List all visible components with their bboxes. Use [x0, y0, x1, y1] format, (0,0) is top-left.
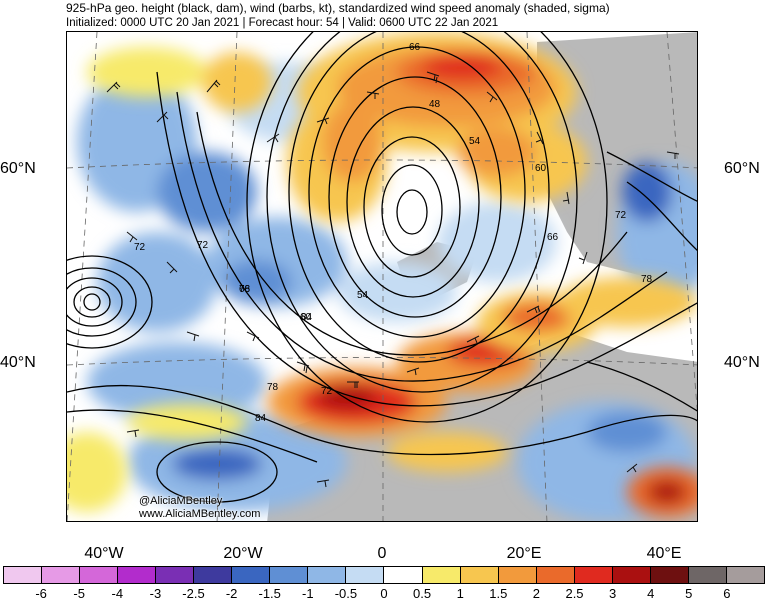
colorbar-tick-label: 2.5 [565, 586, 584, 601]
contour-label: 72 [615, 210, 627, 221]
colorbar-swatch [270, 567, 309, 583]
colorbar-swatch [498, 567, 537, 583]
colorbar-tick-label: 4 [647, 586, 655, 601]
colorbar-swatch [574, 567, 613, 583]
contour-label: 60 [535, 163, 547, 174]
colorbar-swatch [650, 567, 689, 583]
contour-label: 60 [300, 312, 312, 323]
contour-label: 78 [267, 382, 279, 393]
contour-label: 66 [409, 42, 421, 53]
wind-barbs [106, 71, 680, 488]
colorbar-tick-label: -5 [73, 586, 85, 601]
colorbar-swatch [308, 567, 347, 583]
contour-label: 48 [429, 99, 441, 110]
colorbar-swatch [194, 567, 233, 583]
contour-label: 66 [547, 232, 559, 243]
colorbar-tick-label: 6 [723, 586, 731, 601]
colorbar-swatch [80, 567, 119, 583]
colorbar-swatch [460, 567, 499, 583]
contour-label: 78 [239, 284, 251, 295]
colorbar-tick-label: 3 [608, 586, 617, 601]
credit-handle: @AliciaMBentley [139, 495, 223, 507]
lat-label-60n-left: 60°N [0, 160, 36, 177]
colorbar-tick-label: 1.5 [489, 586, 508, 601]
height-contours [67, 32, 697, 503]
contour-label: 84 [255, 413, 267, 424]
contour-label: 72 [134, 242, 146, 253]
contour-label: 84 [301, 312, 313, 323]
colorbar-tick-label: 1 [456, 586, 464, 601]
colorbar-swatch [384, 567, 423, 583]
lat-label-60n-right: 60°N [724, 160, 760, 177]
contour-label: 66 [239, 284, 251, 295]
colorbar-tick-label: -1.5 [258, 586, 281, 601]
contour-labels: 66 48 54 60 66 72 78 84 72 66 60 54 78 7… [134, 42, 653, 424]
contour-label: 72 [197, 240, 209, 251]
credit-url: www.AliciaMBentley.com [139, 508, 261, 520]
lon-label-0: 0 [377, 545, 387, 562]
anomaly-colorbar [3, 566, 765, 584]
colorbar-tick-label: -0.5 [334, 586, 358, 601]
lon-label-40w: 40°W [84, 545, 124, 562]
colorbar-tick-label: -2 [225, 586, 238, 601]
colorbar-tick-label: -1 [302, 586, 314, 601]
colorbar-swatch [156, 567, 195, 583]
colorbar-swatch [422, 567, 461, 583]
colorbar-tick-label: -6 [35, 586, 47, 601]
colorbar-swatch [612, 567, 651, 583]
lat-label-40n-left: 40°N [0, 354, 36, 371]
colorbar-tick-label: -4 [111, 586, 124, 601]
contour-label: 78 [641, 274, 653, 285]
colorbar-swatch [346, 567, 385, 583]
map-subtitle: Initialized: 0000 UTC 20 Jan 2021 | Fore… [66, 17, 499, 29]
lon-label-40e: 40°E [646, 545, 682, 562]
colorbar-swatch [232, 567, 271, 583]
contour-label: 54 [357, 290, 369, 301]
colorbar-tick-label: 2 [532, 586, 541, 601]
colorbar-swatch [688, 567, 727, 583]
lon-label-20w: 20°W [223, 545, 263, 562]
colorbar-swatch [726, 567, 764, 583]
positive-anomaly-shading [67, 32, 697, 517]
colorbar-tick-label: 5 [685, 586, 693, 601]
colorbar-swatch [42, 567, 81, 583]
contour-label: 72 [321, 386, 333, 397]
colorbar-swatch [4, 567, 43, 583]
colorbar-tick-label: 0.5 [413, 586, 432, 601]
map-canvas: 66 48 54 60 66 72 78 84 72 66 60 54 78 7… [67, 32, 697, 521]
graticule [67, 32, 697, 521]
colorbar-swatch [118, 567, 157, 583]
colorbar-tick-label: -3 [149, 586, 162, 601]
lon-label-20e: 20°E [506, 545, 542, 562]
map-title: 925-hPa geo. height (black, dam), wind (… [66, 1, 610, 15]
colorbar-tick-label: -2.5 [182, 586, 205, 601]
colorbar-swatch [536, 567, 575, 583]
lat-label-40n-right: 40°N [724, 354, 760, 371]
colorbar-tick-label: 0 [380, 586, 388, 601]
map-panel: 66 48 54 60 66 72 78 84 72 66 60 54 78 7… [66, 31, 698, 522]
contour-label: 54 [469, 136, 481, 147]
